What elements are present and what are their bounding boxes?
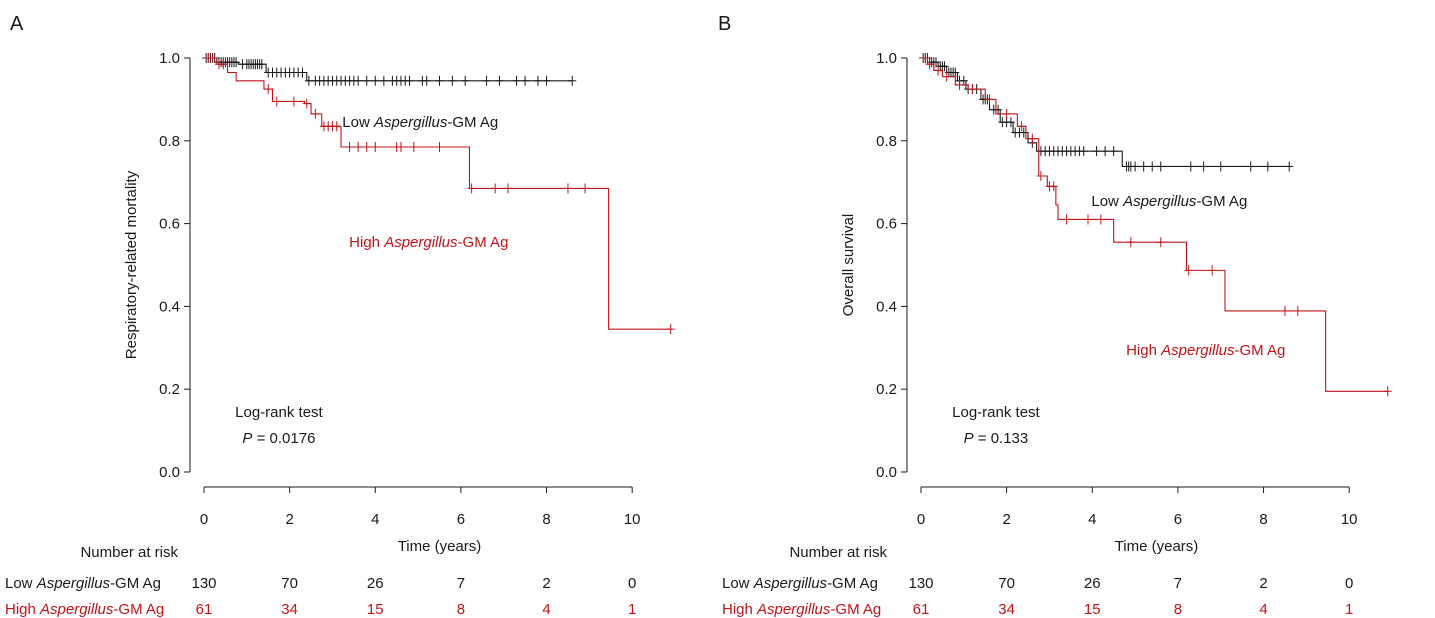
y-tick-label: 0.8 [159,133,180,150]
x-tick-label: 6 [457,511,465,528]
risk-count-high: 34 [998,601,1015,618]
risk-count-low: 2 [1259,575,1267,592]
p-value: P = 0.0176 [242,430,315,447]
x-tick-label: 10 [624,511,641,528]
risk-row-label-low: Low Aspergillus-GM Ag [5,575,161,592]
y-axis-label: Respiratory-related mortality [123,170,140,359]
x-tick-label: 2 [1002,511,1010,528]
x-tick-label: 8 [542,511,550,528]
risk-count-high: 4 [542,601,550,618]
series-label-low: Low Aspergillus-GM Ag [342,114,498,131]
risk-count-low: 26 [367,575,384,592]
y-tick-label: 1.0 [876,50,897,67]
x-tick-label: 2 [285,511,293,528]
x-tick-label: 10 [1341,511,1358,528]
risk-count-low: 0 [1345,575,1353,592]
y-tick-label: 0.4 [159,298,180,315]
risk-row-label-high: High Aspergillus-GM Ag [5,601,164,618]
series-label-high: High Aspergillus-GM Ag [1126,342,1285,359]
y-tick-label: 0.8 [876,133,897,150]
series-label-low: Low Aspergillus-GM Ag [1091,193,1247,210]
risk-count-high: 61 [913,601,930,618]
panel-b: B 0.0 0.2 0.4 0.6 0.8 1.0 Overall survival 0 2 4 6 8… [718,13,1392,618]
y-tick-label: 0.4 [876,298,897,315]
risk-count-low: 130 [191,575,216,592]
risk-row-label-high: High Aspergillus-GM Ag [722,601,881,618]
x-tick-label: 8 [1259,511,1267,528]
risk-row-label-low: Low Aspergillus-GM Ag [722,575,878,592]
risk-count-high: 1 [628,601,636,618]
risk-count-low: 70 [281,575,298,592]
x-tick-label: 4 [371,511,379,528]
risk-count-low: 0 [628,575,636,592]
risk-count-low: 26 [1084,575,1101,592]
km-curve-high [204,58,671,329]
p-value: P = 0.133 [964,430,1029,447]
x-tick-label: 4 [1088,511,1096,528]
risk-count-high: 1 [1345,601,1353,618]
y-tick-label: 0.6 [876,216,897,233]
risk-count-low: 2 [542,575,550,592]
logrank-title: Log-rank test [235,404,323,421]
y-tick-label: 0.2 [876,381,897,398]
x-axis-label: Time (years) [398,538,482,555]
y-tick-label: 1.0 [159,50,180,67]
risk-count-high: 15 [367,601,384,618]
x-tick-label: 0 [200,511,208,528]
logrank-title: Log-rank test [952,404,1040,421]
risk-table-title: Number at risk [80,544,178,561]
panel-label: B [718,13,731,35]
risk-count-low: 130 [908,575,933,592]
risk-table-title: Number at risk [789,544,887,561]
y-tick-label: 0.0 [876,464,897,481]
x-axis-label: Time (years) [1115,538,1199,555]
y-tick-label: 0.2 [159,381,180,398]
panel-label: A [10,13,24,35]
risk-count-low: 7 [1174,575,1182,592]
risk-count-high: 34 [281,601,298,618]
x-tick-label: 6 [1174,511,1182,528]
risk-count-low: 70 [998,575,1015,592]
x-tick-label: 0 [917,511,925,528]
risk-count-high: 8 [457,601,465,618]
y-axis-label: Overall survival [840,214,857,317]
risk-count-high: 61 [196,601,213,618]
risk-count-high: 8 [1174,601,1182,618]
risk-count-low: 7 [457,575,465,592]
y-tick-label: 0.6 [159,216,180,233]
risk-count-high: 15 [1084,601,1101,618]
series-label-high: High Aspergillus-GM Ag [349,234,508,251]
risk-count-high: 4 [1259,601,1267,618]
y-tick-label: 0.0 [159,464,180,481]
panel-a: A 0.0 0.2 0.4 0.6 0.8 1.0 Respiratory-related m… [5,13,675,618]
